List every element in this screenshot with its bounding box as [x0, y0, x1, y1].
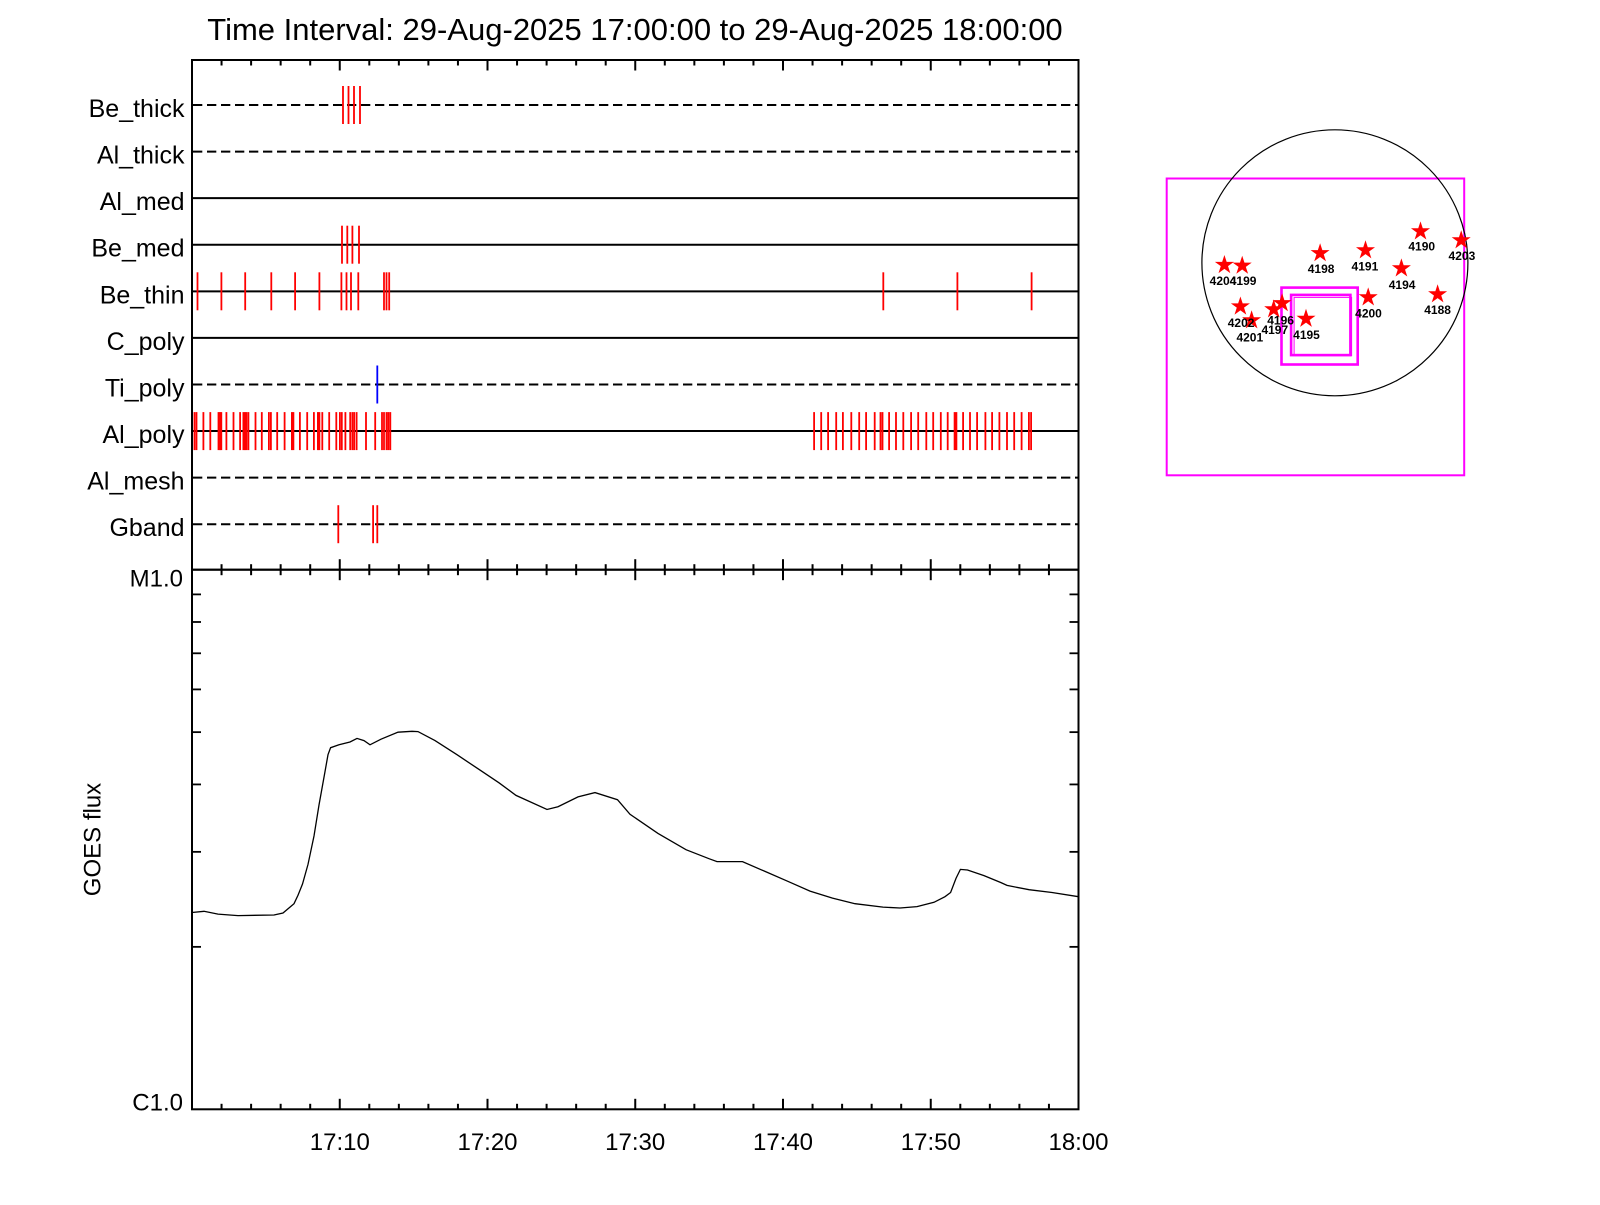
- svg-text:4200: 4200: [1355, 306, 1382, 320]
- svg-text:4191: 4191: [1352, 260, 1379, 274]
- svg-text:17:30: 17:30: [605, 1129, 665, 1156]
- svg-text:17:20: 17:20: [457, 1129, 517, 1156]
- svg-text:4201: 4201: [1236, 330, 1263, 344]
- svg-text:4195: 4195: [1293, 328, 1320, 342]
- svg-text:C_poly: C_poly: [107, 328, 185, 356]
- svg-text:4204: 4204: [1210, 274, 1237, 288]
- svg-text:4198: 4198: [1308, 262, 1335, 276]
- svg-text:Al_thick: Al_thick: [97, 142, 185, 170]
- svg-text:4202: 4202: [1228, 316, 1255, 330]
- svg-text:Ti_poly: Ti_poly: [105, 375, 185, 403]
- svg-text:4190: 4190: [1408, 240, 1435, 254]
- svg-text:4199: 4199: [1230, 274, 1257, 288]
- svg-text:Be_med: Be_med: [91, 235, 184, 263]
- svg-text:M1.0: M1.0: [130, 566, 183, 593]
- svg-text:Be_thin: Be_thin: [100, 281, 185, 309]
- svg-text:GOES flux: GOES flux: [80, 783, 107, 896]
- svg-text:4197: 4197: [1261, 323, 1288, 337]
- svg-text:Gband: Gband: [109, 514, 184, 542]
- svg-text:17:40: 17:40: [753, 1129, 813, 1156]
- svg-text:Time Interval: 29-Aug-2025 17:: Time Interval: 29-Aug-2025 17:00:00 to 2…: [207, 12, 1062, 47]
- svg-text:Be_thick: Be_thick: [89, 95, 185, 123]
- svg-text:18:00: 18:00: [1048, 1129, 1108, 1156]
- svg-text:4194: 4194: [1389, 278, 1416, 292]
- svg-text:4188: 4188: [1424, 303, 1451, 317]
- svg-text:4203: 4203: [1449, 249, 1476, 263]
- svg-text:17:10: 17:10: [310, 1129, 370, 1156]
- svg-text:Al_mesh: Al_mesh: [87, 468, 184, 496]
- svg-text:4196: 4196: [1267, 314, 1294, 328]
- svg-text:Al_poly: Al_poly: [103, 421, 185, 449]
- svg-text:C1.0: C1.0: [132, 1090, 183, 1117]
- svg-text:17:50: 17:50: [901, 1129, 961, 1156]
- svg-text:Al_med: Al_med: [100, 188, 185, 216]
